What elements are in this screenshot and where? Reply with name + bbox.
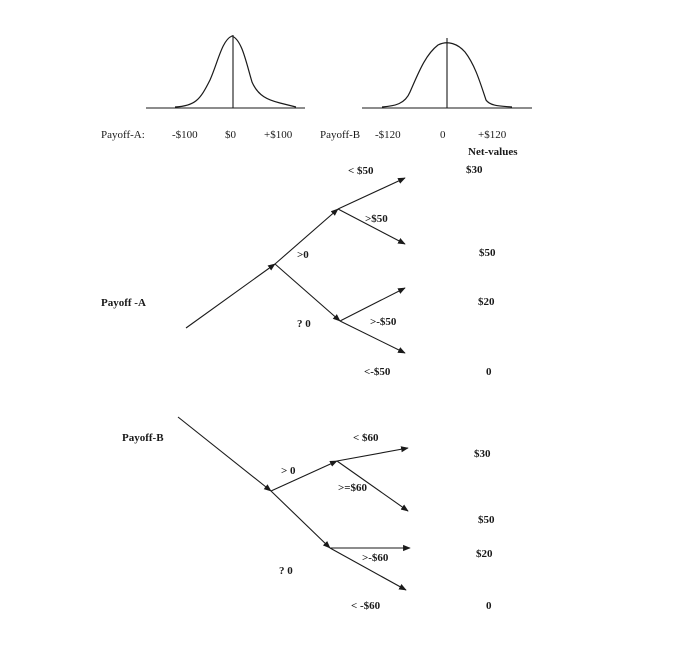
- payoff-b-axis-label: Payoff-B: [320, 129, 360, 141]
- distribution-a-curve-group: [146, 35, 305, 109]
- payoff-a-tick-3: +$100: [264, 129, 293, 141]
- tree-a-edges: [185, 177, 406, 354]
- distribution-b-curve: [381, 42, 513, 108]
- tree-b-lower-outcome-1-label: >-$60: [362, 552, 389, 564]
- distribution-b-curve-group: [362, 38, 532, 109]
- tree-a-lower-outcome-1-edge: [339, 287, 406, 322]
- tree-a-lower-outcome-1-label: >-$50: [370, 316, 397, 328]
- tree-b-lower-branch-label: ? 0: [279, 565, 293, 577]
- tree-b-upper-outcome-2-edge: [336, 460, 409, 512]
- tree-a-root-edge: [185, 263, 276, 329]
- tree-b-root-edge: [177, 416, 272, 492]
- tree-a-upper-outcome-2-label: >$50: [365, 213, 388, 225]
- tree-a-net-value-2: $50: [479, 247, 496, 259]
- tree-b-net-value-1: $30: [474, 448, 491, 460]
- distribution-a-curve: [174, 35, 297, 108]
- payoff-a-tick-1: -$100: [172, 129, 198, 141]
- tree-a-upper-outcome-1-edge: [337, 177, 406, 210]
- tree-b-upper-branch-label: > 0: [281, 465, 296, 477]
- tree-a-lower-outcome-2-edge: [339, 320, 406, 354]
- tree-a-lower-outcome-2-label: <-$50: [364, 366, 391, 378]
- payoff-a-tick-2: $0: [225, 129, 237, 141]
- tree-b-upper-outcome-2-label: >=$60: [338, 482, 368, 494]
- tree-a-upper-branch-label: >0: [297, 249, 309, 261]
- tree-a-root-label: Payoff -A: [101, 297, 146, 309]
- tree-a-lower-edge: [274, 263, 341, 322]
- tree-a-upper-outcome-2-edge: [337, 208, 406, 245]
- tree-b-net-value-3: $20: [476, 548, 493, 560]
- tree-a-net-value-4: 0: [486, 366, 492, 378]
- tree-b-lower-outcome-2-label: < -$60: [351, 600, 381, 612]
- net-values-header: Net-values: [468, 146, 518, 158]
- tree-a-upper-edge: [274, 208, 339, 265]
- tree-a-net-value-1: $30: [466, 164, 483, 176]
- tree-b-upper-outcome-1-edge: [336, 446, 409, 462]
- tree-a-lower-branch-label: ? 0: [297, 318, 311, 330]
- tree-b-lower-outcome-2-edge: [329, 547, 407, 591]
- tree-a-net-value-3: $20: [478, 296, 495, 308]
- payoff-b-tick-2: 0: [440, 129, 446, 141]
- tree-b-upper-outcome-1-label: < $60: [353, 432, 379, 444]
- tree-b-root-label: Payoff-B: [122, 432, 164, 444]
- tree-b-lower-edge: [270, 490, 331, 549]
- tree-a-upper-outcome-1-label: < $50: [348, 165, 374, 177]
- tree-b-net-value-4: 0: [486, 600, 492, 612]
- tree-b-upper-edge: [270, 460, 338, 492]
- payoff-a-axis-label: Payoff-A:: [101, 129, 145, 141]
- tree-b-edges: [177, 416, 411, 591]
- payoff-b-tick-1: -$120: [375, 129, 401, 141]
- payoff-b-tick-3: +$120: [478, 129, 507, 141]
- tree-b-net-value-2: $50: [478, 514, 495, 526]
